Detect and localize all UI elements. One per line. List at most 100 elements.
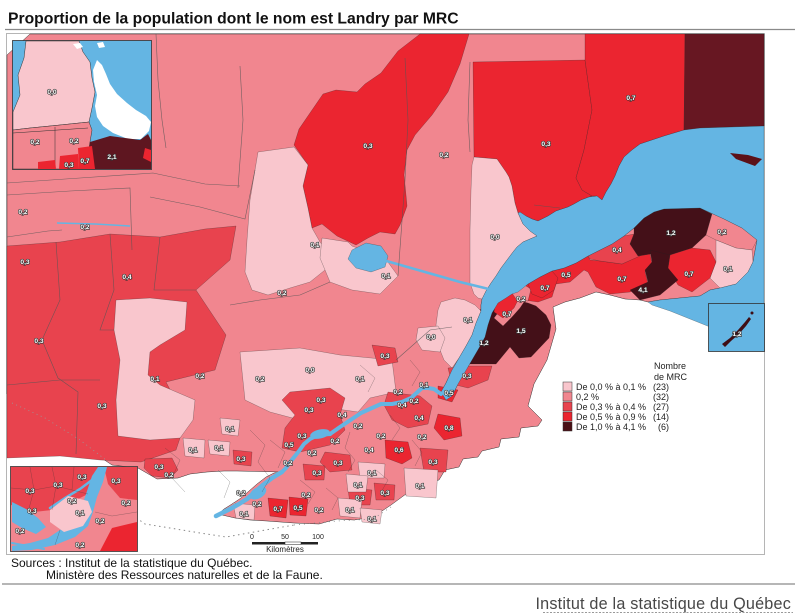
svg-text:(6): (6) <box>658 422 669 432</box>
svg-text:0,7: 0,7 <box>626 95 636 102</box>
svg-text:0,2: 0,2 <box>80 224 90 231</box>
svg-text:0,3: 0,3 <box>462 373 472 380</box>
svg-text:0,1: 0,1 <box>345 507 355 514</box>
svg-text:0,2: 0,2 <box>75 542 85 549</box>
svg-text:1,2: 1,2 <box>666 230 676 237</box>
svg-text:0,3: 0,3 <box>64 162 74 169</box>
svg-text:0,2: 0,2 <box>439 152 449 159</box>
svg-text:0,4: 0,4 <box>612 247 622 254</box>
svg-text:0,3: 0,3 <box>380 490 390 497</box>
svg-text:0,3: 0,3 <box>297 433 307 440</box>
svg-text:0,2: 0,2 <box>277 290 287 297</box>
svg-text:0,2: 0,2 <box>69 138 79 145</box>
svg-text:0,3: 0,3 <box>541 141 551 148</box>
svg-text:(32): (32) <box>653 392 669 402</box>
svg-text:Ministère des Ressources natur: Ministère des Ressources naturelles et d… <box>46 568 323 582</box>
svg-text:0,2: 0,2 <box>307 450 317 457</box>
svg-text:0,1: 0,1 <box>415 483 425 490</box>
svg-text:0,2: 0,2 <box>15 528 25 535</box>
svg-text:0,1: 0,1 <box>310 242 320 249</box>
svg-text:0,1: 0,1 <box>463 317 473 324</box>
svg-text:0,2: 0,2 <box>252 501 262 508</box>
svg-text:0,3: 0,3 <box>316 397 326 404</box>
svg-text:(14): (14) <box>653 412 669 422</box>
svg-text:0,1: 0,1 <box>214 445 224 452</box>
svg-text:50: 50 <box>281 534 289 541</box>
svg-text:0,3: 0,3 <box>34 338 44 345</box>
svg-text:0,3: 0,3 <box>97 403 107 410</box>
svg-text:0,7: 0,7 <box>273 506 283 513</box>
svg-text:0,1: 0,1 <box>353 482 363 489</box>
svg-text:0,2: 0,2 <box>314 507 324 514</box>
svg-text:De 1,0 % à 4,1 %: De 1,0 % à 4,1 % <box>576 422 646 432</box>
svg-text:0,2: 0,2 <box>516 296 526 303</box>
svg-text:0,4: 0,4 <box>122 274 132 281</box>
svg-text:De 0,0 % à 0,1 %: De 0,0 % à 0,1 % <box>576 382 646 392</box>
svg-text:0,2: 0,2 <box>393 389 403 396</box>
svg-text:0,3: 0,3 <box>20 259 30 266</box>
svg-text:100: 100 <box>312 534 324 541</box>
svg-text:0,5: 0,5 <box>284 442 294 449</box>
svg-text:0,3: 0,3 <box>355 495 365 502</box>
svg-text:2,1: 2,1 <box>107 154 117 161</box>
svg-text:De 0,3 % à 0,4 %: De 0,3 % à 0,4 % <box>576 402 646 412</box>
svg-text:0,3: 0,3 <box>304 407 314 414</box>
svg-text:0,3: 0,3 <box>53 482 63 489</box>
svg-text:0,3: 0,3 <box>428 459 438 466</box>
svg-text:Institut de la statistique du: Institut de la statistique du Québec <box>535 595 791 613</box>
svg-text:0,1: 0,1 <box>367 470 377 477</box>
svg-text:0,1: 0,1 <box>367 516 377 523</box>
svg-text:0,3: 0,3 <box>154 464 164 471</box>
svg-text:0,4: 0,4 <box>397 402 407 409</box>
svg-text:0,1: 0,1 <box>723 266 733 273</box>
svg-text:0,0: 0,0 <box>426 334 436 341</box>
svg-text:0,2: 0,2 <box>30 139 40 146</box>
svg-text:0,2: 0,2 <box>255 376 265 383</box>
svg-text:0,7: 0,7 <box>80 158 90 165</box>
svg-text:0,7: 0,7 <box>684 271 694 278</box>
svg-text:0: 0 <box>250 534 254 541</box>
svg-text:0,3: 0,3 <box>77 474 87 481</box>
svg-text:0,2: 0,2 <box>376 433 386 440</box>
svg-text:0,2: 0,2 <box>409 398 419 405</box>
svg-text:0,5: 0,5 <box>444 390 454 397</box>
svg-text:0,4: 0,4 <box>364 447 374 454</box>
svg-text:Nombre: Nombre <box>654 361 686 371</box>
svg-text:0,5: 0,5 <box>293 505 303 512</box>
svg-text:0,6: 0,6 <box>394 447 404 454</box>
svg-text:0,2 %: 0,2 % <box>576 392 599 402</box>
svg-text:0,2: 0,2 <box>95 518 105 525</box>
svg-text:0,3: 0,3 <box>380 353 390 360</box>
svg-text:0,1: 0,1 <box>75 510 85 517</box>
svg-text:0,1: 0,1 <box>419 382 429 389</box>
svg-text:1,5: 1,5 <box>516 328 526 335</box>
svg-text:Sources : Institut de la stat: Sources : Institut de la statistique du … <box>11 556 252 570</box>
svg-text:0,2: 0,2 <box>164 472 174 479</box>
svg-text:0,3: 0,3 <box>236 456 246 463</box>
svg-text:0,2: 0,2 <box>67 498 77 505</box>
svg-text:0,2: 0,2 <box>717 229 727 236</box>
svg-text:0,4: 0,4 <box>337 412 347 419</box>
svg-text:0,2: 0,2 <box>301 492 311 499</box>
svg-text:0,8: 0,8 <box>444 425 454 432</box>
svg-text:Proportion de la population do: Proportion de la population dont le nom … <box>8 11 459 28</box>
svg-text:0,1: 0,1 <box>239 511 249 518</box>
svg-text:0,1: 0,1 <box>188 447 198 454</box>
svg-text:0,1: 0,1 <box>225 426 235 433</box>
svg-text:0,2: 0,2 <box>283 460 293 467</box>
svg-text:0,2: 0,2 <box>417 434 427 441</box>
svg-text:0,1: 0,1 <box>150 376 160 383</box>
svg-text:0,3: 0,3 <box>363 143 373 150</box>
svg-text:0,2: 0,2 <box>330 438 340 445</box>
svg-text:4,1: 4,1 <box>638 287 648 294</box>
svg-text:0,3: 0,3 <box>111 478 121 485</box>
svg-text:De 0,5 % à 0,9 %: De 0,5 % à 0,9 % <box>576 412 646 422</box>
svg-text:0,7: 0,7 <box>617 276 627 283</box>
svg-text:(23): (23) <box>653 382 669 392</box>
svg-text:0,5: 0,5 <box>561 272 571 279</box>
svg-text:1,2: 1,2 <box>479 340 489 347</box>
svg-text:0,2: 0,2 <box>121 500 131 507</box>
svg-text:0,0: 0,0 <box>490 234 500 241</box>
svg-text:0,2: 0,2 <box>353 423 363 430</box>
svg-text:0,3: 0,3 <box>312 470 322 477</box>
